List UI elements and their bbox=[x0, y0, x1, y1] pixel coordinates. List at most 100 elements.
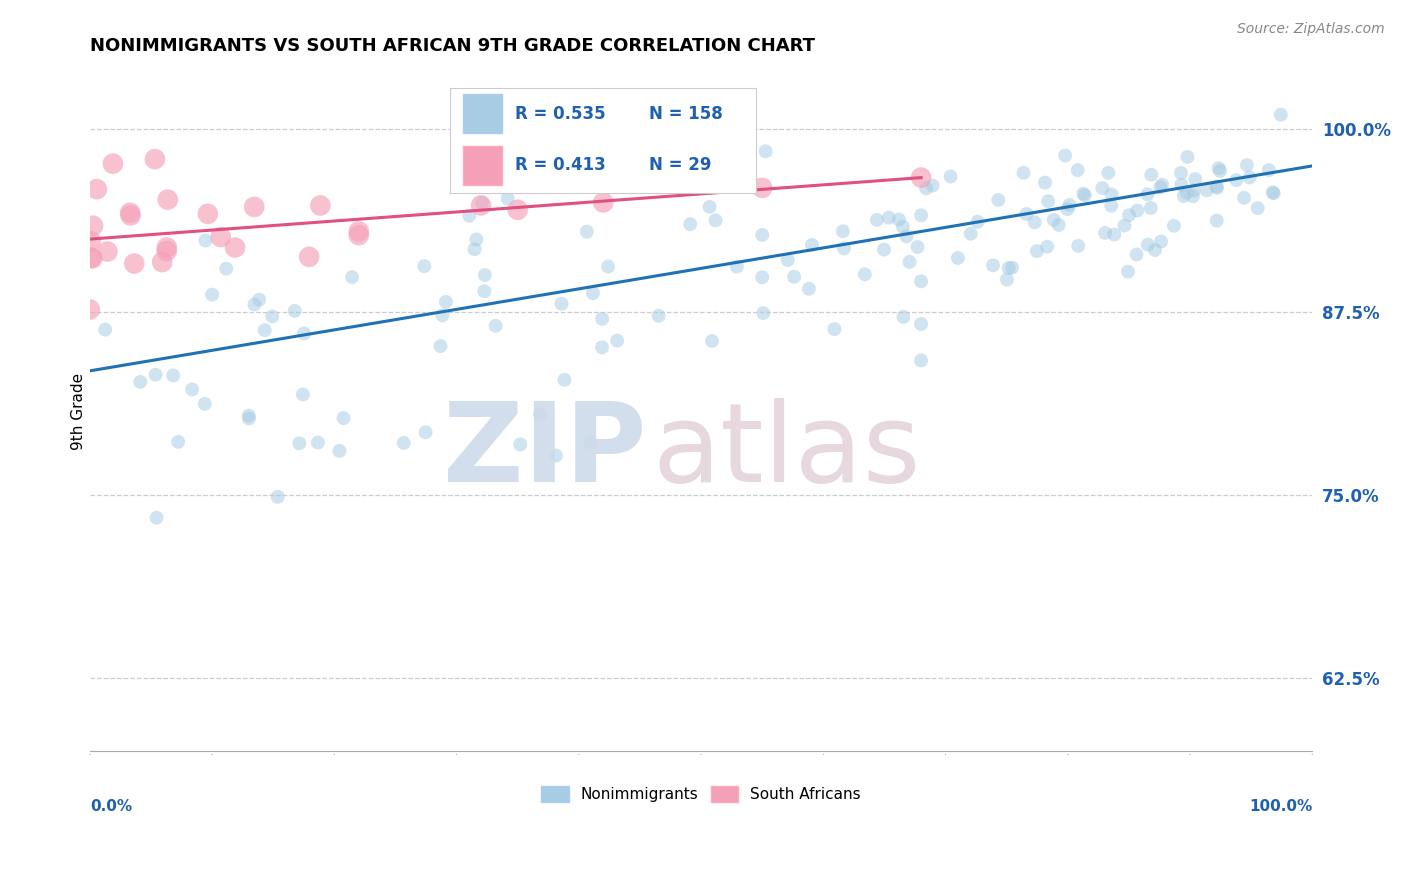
Y-axis label: 9th Grade: 9th Grade bbox=[72, 373, 86, 450]
Point bbox=[1149, 180, 1171, 194]
Point bbox=[243, 297, 266, 311]
Point bbox=[1015, 207, 1038, 221]
Text: Source: ZipAtlas.com: Source: ZipAtlas.com bbox=[1237, 22, 1385, 37]
Point bbox=[915, 181, 938, 195]
Point bbox=[877, 211, 900, 225]
Point bbox=[82, 252, 104, 266]
Point bbox=[752, 306, 775, 320]
Point bbox=[987, 193, 1010, 207]
Point bbox=[623, 163, 645, 178]
Point bbox=[1036, 194, 1059, 209]
Point bbox=[893, 310, 915, 324]
Point bbox=[751, 227, 773, 242]
Point bbox=[1143, 243, 1166, 257]
Point bbox=[1101, 187, 1123, 202]
Point bbox=[946, 251, 969, 265]
Point bbox=[896, 229, 918, 244]
Text: NONIMMIGRANTS VS SOUTH AFRICAN 9TH GRADE CORRELATION CHART: NONIMMIGRANTS VS SOUTH AFRICAN 9TH GRADE… bbox=[90, 37, 815, 55]
Point bbox=[129, 375, 152, 389]
Point bbox=[309, 198, 332, 212]
Point bbox=[288, 436, 311, 450]
Point bbox=[1236, 158, 1258, 172]
Point bbox=[1270, 108, 1292, 122]
Point bbox=[910, 274, 932, 288]
Point bbox=[509, 437, 531, 451]
Point bbox=[1033, 176, 1056, 190]
Point bbox=[700, 334, 723, 348]
Point bbox=[472, 285, 495, 299]
Point bbox=[201, 287, 224, 301]
Point bbox=[292, 326, 315, 341]
Point bbox=[797, 282, 820, 296]
Point bbox=[575, 225, 598, 239]
Point bbox=[143, 152, 166, 166]
Point bbox=[1074, 188, 1097, 202]
Point bbox=[243, 200, 266, 214]
Point bbox=[873, 243, 896, 257]
Point bbox=[582, 286, 605, 301]
Text: atlas: atlas bbox=[652, 399, 921, 506]
Point bbox=[162, 368, 184, 383]
Text: 0.0%: 0.0% bbox=[90, 799, 132, 814]
Point bbox=[120, 205, 142, 219]
Point bbox=[94, 323, 117, 337]
Point bbox=[215, 261, 238, 276]
Point bbox=[1177, 150, 1199, 164]
Point bbox=[120, 209, 142, 223]
Point bbox=[82, 219, 104, 233]
Text: ZIP: ZIP bbox=[443, 399, 645, 506]
Point bbox=[1173, 189, 1195, 203]
Point bbox=[291, 387, 314, 401]
Point bbox=[755, 145, 778, 159]
Point bbox=[1071, 186, 1094, 201]
Point bbox=[866, 213, 889, 227]
Point bbox=[247, 293, 270, 307]
Point bbox=[1233, 191, 1256, 205]
Point bbox=[307, 435, 329, 450]
Point bbox=[1163, 219, 1185, 233]
Point bbox=[832, 224, 855, 238]
Point bbox=[340, 270, 363, 285]
Point bbox=[1059, 198, 1081, 212]
Point bbox=[101, 156, 124, 170]
Point bbox=[898, 255, 921, 269]
Point bbox=[1206, 181, 1229, 195]
Point bbox=[1097, 166, 1119, 180]
Point bbox=[224, 240, 246, 254]
Point bbox=[181, 383, 204, 397]
Point bbox=[470, 198, 492, 212]
Point bbox=[801, 238, 824, 252]
Point bbox=[1261, 186, 1284, 200]
Point bbox=[711, 146, 734, 161]
Point bbox=[156, 240, 179, 254]
Point bbox=[704, 213, 727, 227]
Point bbox=[647, 309, 669, 323]
Point bbox=[1056, 202, 1078, 216]
Point bbox=[1024, 215, 1046, 229]
Point bbox=[725, 260, 748, 274]
Point bbox=[485, 318, 508, 333]
Point bbox=[579, 435, 602, 450]
Legend: Nonimmigrants, South Africans: Nonimmigrants, South Africans bbox=[534, 780, 868, 808]
Point bbox=[966, 215, 988, 229]
Point bbox=[910, 353, 932, 368]
Point bbox=[238, 411, 260, 425]
Point bbox=[891, 219, 914, 234]
Point bbox=[194, 234, 217, 248]
Point bbox=[703, 148, 725, 162]
Point bbox=[1170, 178, 1192, 192]
Point bbox=[529, 407, 551, 421]
Point bbox=[432, 308, 454, 322]
Point bbox=[1225, 173, 1247, 187]
Point bbox=[156, 244, 179, 258]
Point bbox=[267, 490, 290, 504]
Point bbox=[197, 207, 219, 221]
Point bbox=[471, 195, 494, 210]
Point bbox=[145, 368, 167, 382]
Point bbox=[678, 175, 700, 189]
Point bbox=[434, 294, 457, 309]
Point bbox=[1136, 187, 1159, 202]
Point bbox=[1125, 247, 1147, 261]
Point bbox=[80, 251, 103, 265]
Point bbox=[832, 241, 855, 255]
